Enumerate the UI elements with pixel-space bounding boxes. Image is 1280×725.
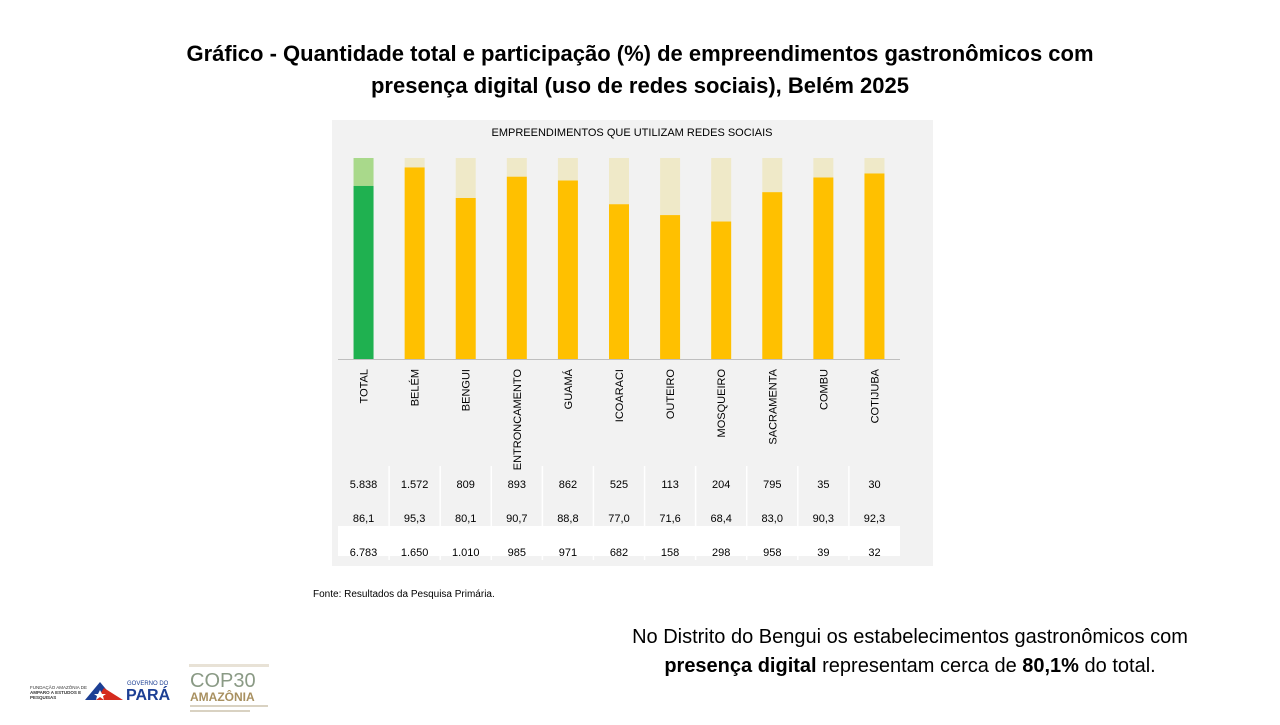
table-cell-r1-c3: 90,7 — [506, 513, 527, 525]
table-cell-r1-c8: 83,0 — [762, 513, 783, 525]
table-cell-r1-c6: 71,6 — [659, 513, 680, 525]
bar-chart: EMPREENDIMENTOS QUE UTILIZAM REDES SOCIA… — [338, 127, 900, 560]
bar-remainder-6 — [660, 158, 681, 216]
bar-remainder-10 — [864, 158, 885, 174]
page-title: Gráfico - Quantidade total e participaçã… — [140, 38, 1140, 102]
table-cell-r2-c2: 1.010 — [452, 547, 480, 559]
bar-remainder-8 — [762, 158, 783, 193]
table-cell-r1-c9: 90,3 — [813, 513, 834, 525]
table-cell-r2-c3: 985 — [508, 547, 526, 559]
bar-main-10 — [864, 173, 885, 359]
bar-main-4 — [557, 180, 578, 359]
table-cell-r0-c1: 1.572 — [401, 479, 429, 491]
table-cell-r2-c10: 32 — [868, 547, 880, 559]
bar-remainder-4 — [557, 158, 578, 181]
bar-main-1 — [404, 167, 425, 359]
table-cell-r0-c0: 5.838 — [350, 479, 378, 491]
chart-panel: EMPREENDIMENTOS QUE UTILIZAM REDES SOCIA… — [332, 120, 933, 566]
bar-remainder-9 — [813, 158, 834, 178]
cop30-logo: COP30 AMAZÔNIA — [189, 664, 269, 712]
table-cell-r2-c8: 958 — [763, 547, 781, 559]
table-cell-r1-c7: 68,4 — [710, 513, 731, 525]
table-cell-r1-c5: 77,0 — [608, 513, 629, 525]
table-cell-r2-c6: 158 — [661, 547, 679, 559]
table-cell-r0-c9: 35 — [817, 479, 829, 491]
title-line-2: presença digital (uso de redes sociais),… — [370, 73, 909, 98]
table-cell-r1-c10: 92,3 — [864, 513, 885, 525]
bars-layer — [338, 158, 900, 360]
category-label-5: ICOARACI — [614, 369, 626, 422]
governo-label: GOVERNO DO — [127, 681, 169, 687]
fapespa-line-3: PESQUISAS — [30, 695, 56, 700]
table-cell-r2-c0: 6.783 — [350, 547, 378, 559]
table-row-bg — [338, 526, 900, 556]
category-label-6: OUTEIRO — [665, 369, 677, 420]
table-cell-r0-c7: 204 — [712, 479, 730, 491]
bar-main-7 — [711, 221, 732, 359]
table-cell-r0-c5: 525 — [610, 479, 628, 491]
table-cell-r0-c3: 893 — [508, 479, 526, 491]
bar-main-5 — [609, 204, 629, 359]
table-cell-r2-c1: 1.650 — [401, 547, 429, 559]
category-label-0: TOTAL — [359, 369, 371, 403]
chart-title: EMPREENDIMENTOS QUE UTILIZAM REDES SOCIA… — [492, 127, 773, 139]
table-cell-r2-c7: 298 — [712, 547, 730, 559]
table-cell-r0-c8: 795 — [763, 479, 781, 491]
bar-main-0 — [353, 185, 374, 359]
table-cell-r2-c9: 39 — [817, 547, 829, 559]
category-label-10: COTIJUBA — [869, 368, 881, 423]
table-cell-r1-c0: 86,1 — [353, 513, 374, 525]
data-table: 5.838 1.572 809 893 862 525 113 204 795 35 30 86,1 9… — [338, 466, 900, 560]
table-cell-r1-c1: 95,3 — [404, 513, 425, 525]
category-label-1: BELÉM — [409, 369, 422, 406]
amazonia-label: AMAZÔNIA — [190, 689, 255, 704]
table-cell-r0-c6: 113 — [661, 479, 679, 491]
bar-main-3 — [506, 176, 527, 359]
category-label-9: COMBU — [818, 369, 830, 410]
note-bold-1: presença digital — [664, 655, 817, 677]
cop30-label: COP30 — [190, 670, 256, 692]
note-part-1: No Distrito do Bengui os estabelecimento… — [632, 626, 1188, 648]
category-label-4: GUAMÁ — [562, 368, 575, 409]
footer-logos: FUNDAÇÃO AMAZÔNIA DE AMPARO A ESTUDOS E … — [30, 660, 280, 720]
title-line-1: Gráfico - Quantidade total e participaçã… — [186, 41, 1094, 66]
bar-main-9 — [813, 177, 834, 359]
category-label-7: MOSQUEIRO — [716, 369, 728, 438]
note-part-3: do total. — [1078, 655, 1156, 677]
bar-remainder-2 — [455, 158, 476, 198]
note-part-2: representam cerca de — [816, 655, 1023, 677]
source-note: Fonte: Resultados da Pesquisa Primária. — [313, 589, 495, 600]
bar-remainder-0 — [353, 158, 374, 186]
bar-remainder-5 — [609, 158, 629, 205]
category-label-3: ENTRONCAMENTO — [512, 369, 524, 471]
table-cell-r0-c10: 30 — [868, 479, 880, 491]
bar-remainder-3 — [506, 158, 527, 177]
table-cell-r1-c2: 80,1 — [455, 513, 476, 525]
bar-remainder-1 — [404, 158, 425, 168]
category-labels: TOTAL BELÉM BENGUI ENTRONCAMENTO GUAMÁ ICOARA… — [359, 368, 882, 470]
para-flag-icon — [85, 682, 123, 700]
bar-main-2 — [455, 197, 476, 359]
table-cell-r2-c5: 682 — [610, 547, 628, 559]
fapespa-line-1: FUNDAÇÃO AMAZÔNIA DE — [30, 684, 87, 690]
note-bold-2: 80,1% — [1022, 655, 1079, 677]
bar-main-6 — [660, 215, 681, 359]
bar-remainder-7 — [711, 158, 732, 222]
category-label-2: BENGUI — [461, 369, 473, 411]
table-cell-r2-c4: 971 — [559, 547, 577, 559]
summary-note: No Distrito do Bengui os estabelecimento… — [600, 623, 1220, 681]
bar-main-8 — [762, 192, 783, 359]
para-label: PARÁ — [126, 685, 171, 704]
logos-graphic: FUNDAÇÃO AMAZÔNIA DE AMPARO A ESTUDOS E … — [30, 664, 269, 712]
fapespa-line-2: AMPARO A ESTUDOS E — [30, 690, 81, 695]
table-cell-r0-c2: 809 — [457, 479, 475, 491]
table-cell-r1-c4: 88,8 — [557, 513, 578, 525]
table-cell-r0-c4: 862 — [559, 479, 577, 491]
category-label-8: SACRAMENTA — [767, 368, 779, 444]
